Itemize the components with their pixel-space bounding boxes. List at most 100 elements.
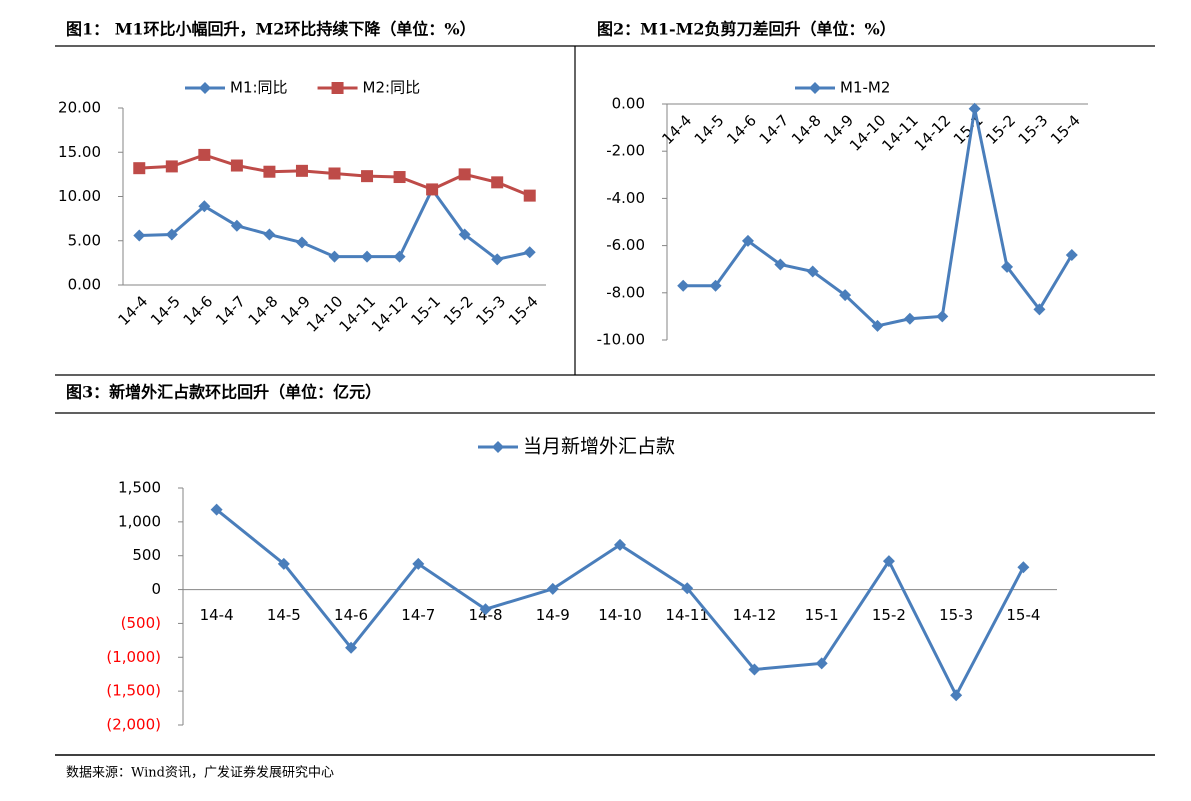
- figure-title: 图3：新增外汇占款环比回升（单位：亿元）: [66, 383, 381, 402]
- marker: [806, 265, 819, 278]
- y-tick-label: 0.00: [612, 95, 645, 113]
- x-tick-label: 14-4: [114, 292, 151, 329]
- marker: [277, 557, 290, 570]
- legend-marker: [199, 82, 211, 94]
- x-tick-label: 14-5: [147, 292, 184, 329]
- marker: [871, 319, 884, 332]
- legend-label: M1:同比: [230, 79, 288, 97]
- marker: [741, 234, 754, 247]
- series-line: [215, 508, 1025, 699]
- marker: [458, 228, 471, 241]
- y-tick-label: 10.00: [58, 187, 101, 205]
- x-tick-label: 14-7: [756, 111, 793, 148]
- x-tick-label: 15-4: [1047, 111, 1084, 148]
- x-tick-label: 14-11: [665, 606, 709, 624]
- marker: [198, 148, 211, 161]
- marker: [936, 310, 949, 323]
- x-tick-label: 14-10: [598, 606, 642, 624]
- x-tick-label: 14-6: [723, 111, 760, 148]
- x-tick-label: 15-1: [407, 292, 444, 329]
- marker: [1033, 303, 1046, 316]
- x-tick-label: 14-6: [180, 292, 217, 329]
- marker: [133, 229, 146, 242]
- marker: [345, 641, 358, 654]
- marker: [393, 171, 406, 184]
- marker: [198, 200, 211, 213]
- y-tick-label: -8.00: [606, 283, 645, 301]
- figure-title: 图2：M1-M2负剪刀差回升（单位：%）: [597, 20, 896, 39]
- x-tick-label: 14-5: [691, 111, 728, 148]
- x-tick-label: 14-5: [267, 606, 301, 624]
- marker: [230, 219, 243, 232]
- marker: [295, 236, 308, 249]
- x-tick-label: 14-12: [911, 111, 955, 155]
- y-tick-label: 20.00: [58, 99, 101, 117]
- marker: [903, 312, 916, 325]
- marker: [361, 170, 374, 183]
- x-tick-label: 15-3: [939, 606, 973, 624]
- legend-marker: [809, 82, 821, 94]
- legend-entry: M1-M2: [795, 79, 890, 97]
- x-tick-label: 14-4: [658, 111, 695, 148]
- marker: [412, 557, 425, 570]
- marker: [230, 159, 243, 172]
- x-tick-label: 14-12: [368, 292, 412, 336]
- marker: [523, 246, 536, 259]
- marker: [882, 555, 895, 568]
- marker: [165, 228, 178, 241]
- marker: [523, 189, 536, 202]
- figure-title: 图1： M1环比小幅回升，M2环比持续下降（单位：%）: [66, 20, 476, 39]
- y-tick-label: 1,000: [118, 512, 161, 530]
- marker: [815, 657, 828, 670]
- series-line: [139, 186, 531, 261]
- marker: [1017, 561, 1030, 574]
- legend-entry: 当月新增外汇占款: [478, 436, 675, 458]
- y-tick-label: -6.00: [606, 236, 645, 254]
- x-tick-label: 14-10: [303, 292, 347, 336]
- marker: [458, 168, 471, 181]
- x-tick-label: 15-4: [1006, 606, 1040, 624]
- marker: [263, 228, 276, 241]
- marker: [491, 253, 504, 266]
- x-tick-label: 14-12: [733, 606, 777, 624]
- marker: [968, 102, 981, 115]
- marker: [328, 167, 341, 180]
- marker: [614, 538, 626, 551]
- legend-marker: [331, 82, 344, 94]
- x-tick-label: 14-4: [200, 606, 234, 624]
- y-tick-label: -10.00: [597, 331, 645, 349]
- y-tick-label: 5.00: [68, 231, 101, 249]
- legend-entry: M1:同比: [185, 79, 288, 97]
- y-tick-label: 500: [132, 546, 161, 564]
- x-tick-label: 15-2: [440, 292, 477, 329]
- y-tick-label: 0.00: [68, 276, 101, 294]
- marker: [839, 289, 852, 302]
- marker: [681, 582, 694, 595]
- marker: [748, 663, 761, 676]
- y-tick-label: 1,500: [118, 479, 161, 497]
- marker: [393, 250, 406, 263]
- legend-label: M2:同比: [363, 79, 421, 97]
- y-tick-label: 15.00: [58, 143, 101, 161]
- x-tick-label: 15-2: [982, 111, 1019, 148]
- marker: [677, 279, 690, 292]
- marker: [263, 165, 276, 178]
- x-tick-label: 15-1: [805, 606, 839, 624]
- marker: [133, 162, 146, 175]
- legend-label: 当月新增外汇占款: [523, 436, 675, 458]
- y-tick-label: -4.00: [606, 189, 645, 207]
- marker: [295, 164, 308, 177]
- marker: [709, 279, 722, 292]
- legend-marker: [492, 441, 504, 453]
- x-tick-label: 14-8: [788, 111, 825, 148]
- marker: [165, 160, 178, 173]
- x-tick-label: 14-11: [335, 292, 379, 336]
- x-tick-label: 14-9: [536, 606, 570, 624]
- x-tick-label: 15-2: [872, 606, 906, 624]
- y-tick-label: (500): [121, 614, 161, 632]
- marker: [1001, 260, 1014, 273]
- x-tick-label: 14-7: [212, 292, 249, 329]
- legend-entry: M2:同比: [317, 79, 421, 97]
